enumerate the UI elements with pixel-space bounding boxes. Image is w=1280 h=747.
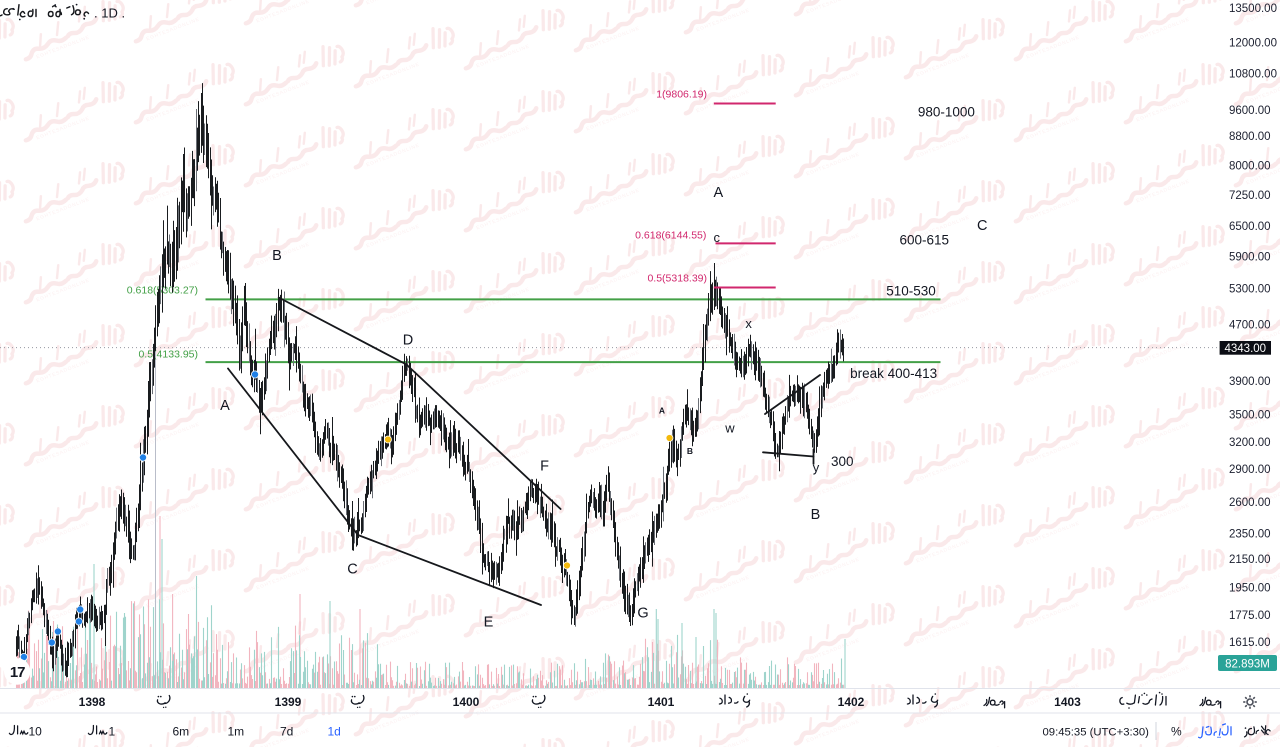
- svg-text:8800.00: 8800.00: [1229, 131, 1271, 143]
- svg-text:C: C: [347, 562, 357, 578]
- svg-text:D: D: [403, 333, 413, 349]
- svg-text:7250.00: 7250.00: [1229, 190, 1271, 202]
- svg-text:3200.00: 3200.00: [1229, 437, 1271, 449]
- svg-text:980-1000: 980-1000: [918, 105, 975, 120]
- svg-text:82.893M: 82.893M: [1225, 658, 1270, 670]
- svg-text:A: A: [713, 185, 723, 201]
- svg-text:1(9806.19): 1(9806.19): [656, 89, 707, 101]
- svg-text:0.5(4133.95): 0.5(4133.95): [138, 349, 198, 361]
- svg-text:c: c: [714, 230, 721, 245]
- svg-text:300: 300: [831, 454, 854, 469]
- svg-text:1399: 1399: [275, 695, 302, 709]
- svg-text:510-530: 510-530: [886, 284, 936, 299]
- svg-text:0.5(5318.39): 0.5(5318.39): [647, 273, 707, 285]
- svg-text:7d: 7d: [280, 725, 293, 739]
- svg-text:. 1D .: . 1D .: [94, 6, 125, 21]
- svg-text:C: C: [977, 218, 987, 234]
- svg-text:1950.00: 1950.00: [1229, 582, 1271, 594]
- svg-text:1775.00: 1775.00: [1229, 610, 1271, 622]
- svg-text:y: y: [813, 460, 820, 475]
- svg-text:F: F: [540, 459, 549, 475]
- svg-text:10: 10: [29, 725, 43, 739]
- svg-text:6m: 6m: [173, 725, 190, 739]
- svg-text:4343.00: 4343.00: [1225, 343, 1267, 355]
- svg-text:2150.00: 2150.00: [1229, 554, 1271, 566]
- svg-text:2350.00: 2350.00: [1229, 528, 1271, 540]
- svg-text:1402: 1402: [838, 695, 865, 709]
- svg-text:4700.00: 4700.00: [1229, 320, 1271, 332]
- svg-text:%: %: [1171, 725, 1182, 739]
- svg-text:10800.00: 10800.00: [1229, 69, 1277, 81]
- svg-text:9600.00: 9600.00: [1229, 105, 1271, 117]
- svg-text:600-615: 600-615: [900, 233, 950, 248]
- svg-text:x: x: [745, 316, 752, 331]
- svg-text:5900.00: 5900.00: [1229, 252, 1271, 264]
- svg-text:13500.00: 13500.00: [1229, 3, 1277, 15]
- svg-text:2900.00: 2900.00: [1229, 464, 1271, 476]
- svg-text:E: E: [484, 615, 494, 631]
- svg-text:1615.00: 1615.00: [1229, 637, 1271, 649]
- svg-text:B: B: [811, 507, 821, 523]
- svg-text:1403: 1403: [1054, 695, 1081, 709]
- svg-text:6500.00: 6500.00: [1229, 221, 1271, 233]
- svg-text:1401: 1401: [648, 695, 675, 709]
- svg-text:3500.00: 3500.00: [1229, 410, 1271, 422]
- svg-text:8000.00: 8000.00: [1229, 160, 1271, 172]
- svg-text:1: 1: [109, 725, 116, 739]
- svg-text:1m: 1m: [228, 725, 245, 739]
- svg-text:3900.00: 3900.00: [1229, 376, 1271, 388]
- svg-text:1398: 1398: [79, 695, 106, 709]
- svg-text:09:45:35 (UTC+3:30): 09:45:35 (UTC+3:30): [1043, 727, 1150, 739]
- svg-text:5300.00: 5300.00: [1229, 284, 1271, 296]
- svg-text:break 400-413: break 400-413: [850, 366, 937, 381]
- svg-text:A: A: [220, 398, 230, 414]
- svg-text:17: 17: [10, 664, 25, 681]
- svg-text:12000.00: 12000.00: [1229, 38, 1277, 50]
- svg-text:A: A: [659, 406, 665, 416]
- svg-text:G: G: [637, 606, 648, 622]
- svg-text:0.618(6144.55): 0.618(6144.55): [635, 229, 706, 241]
- svg-text:1d: 1d: [328, 725, 341, 739]
- svg-text:B: B: [272, 248, 282, 264]
- svg-text:w: w: [724, 421, 735, 436]
- svg-text:B: B: [687, 446, 693, 456]
- svg-text:2600.00: 2600.00: [1229, 497, 1271, 509]
- svg-text:1400: 1400: [453, 695, 480, 709]
